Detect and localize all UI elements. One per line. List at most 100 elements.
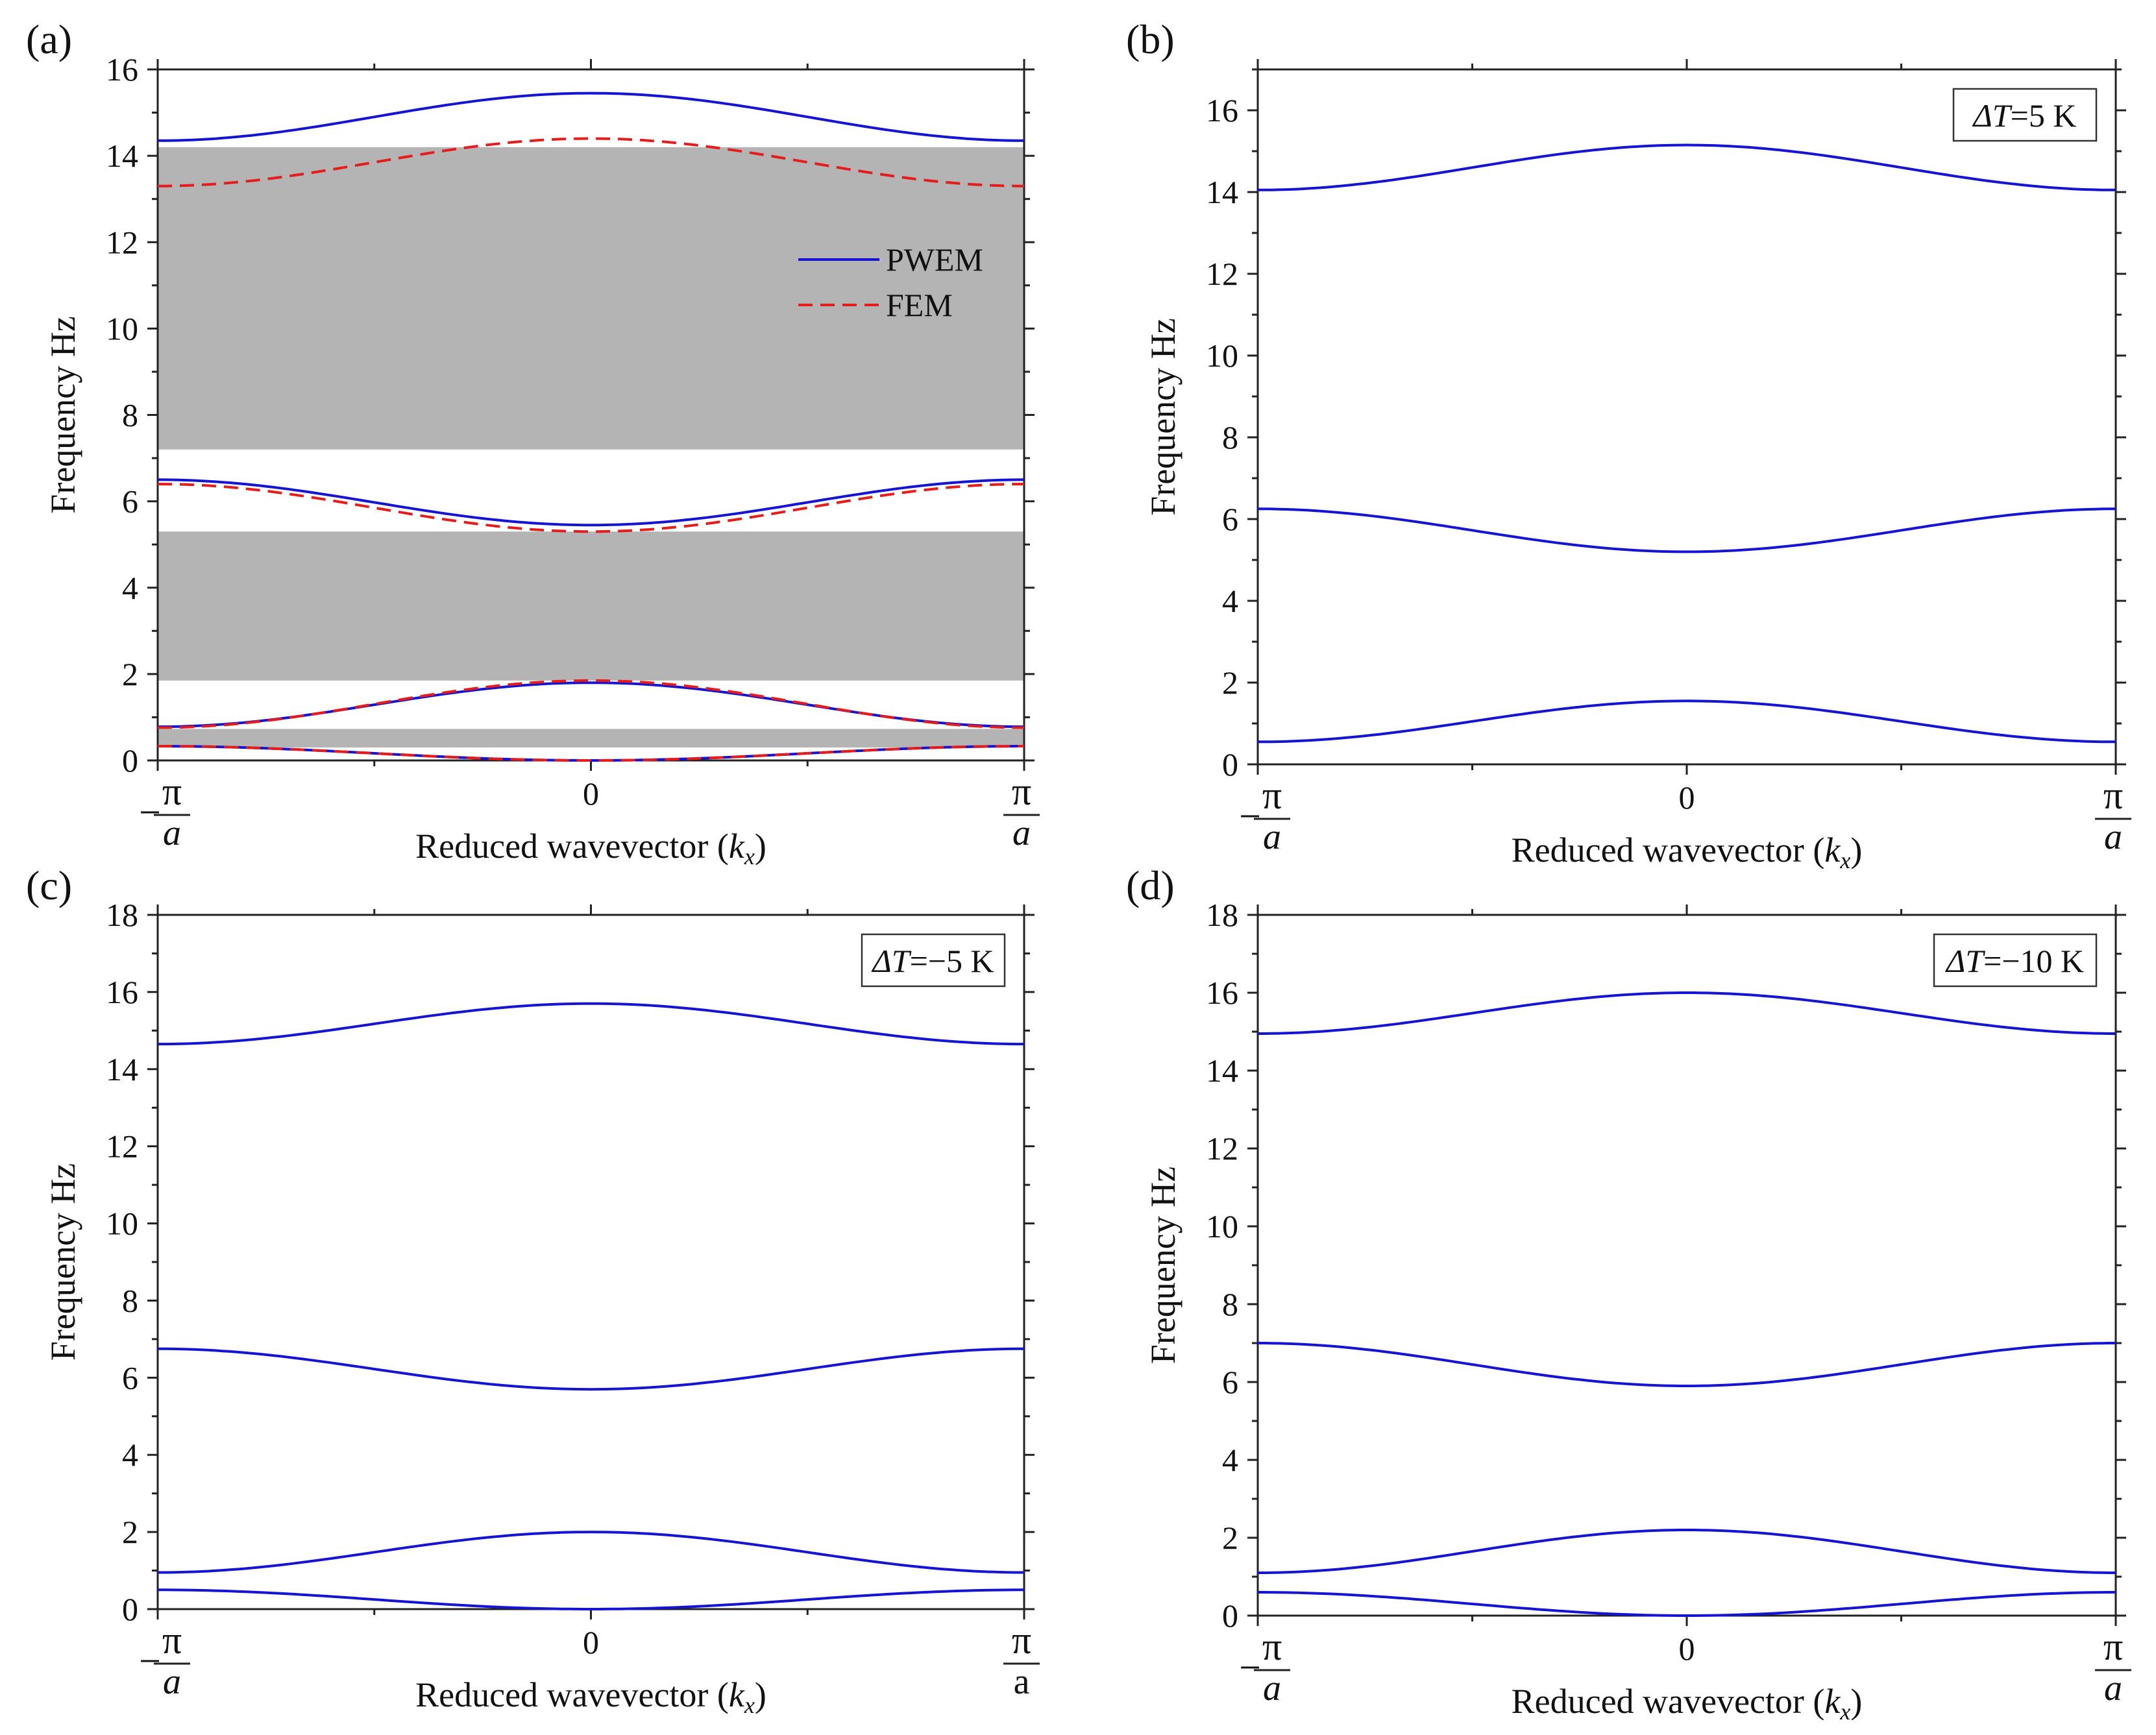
plot-frame xyxy=(1256,914,2117,1617)
annotation-prefix: ΔT xyxy=(1972,97,2013,134)
y-axis-title: Frequency Hz xyxy=(43,316,82,513)
y-tick-label: 2 xyxy=(122,1514,138,1550)
annotation-text: ΔT=−10 K xyxy=(1945,943,2084,979)
y-tick-label: 4 xyxy=(1222,1442,1238,1478)
x-axis-title-main: Reduced wavevector ( xyxy=(1512,831,1825,869)
annotation-suffix: =−10 K xyxy=(1983,943,2084,979)
y-tick-label: 8 xyxy=(122,397,138,433)
y-tick-label: 12 xyxy=(1206,1130,1238,1167)
annotation-text: ΔT=5 K xyxy=(1972,97,2077,134)
series-band-4 xyxy=(158,1002,1024,1046)
x-tick-right-numerator: π xyxy=(2103,1625,2123,1668)
fem-band-3 xyxy=(157,483,1025,533)
x-axis-title-close: ) xyxy=(1850,831,1862,869)
series-band-4 xyxy=(1258,991,2116,1035)
fem-band-4 xyxy=(158,137,1024,188)
legend-label: FEM xyxy=(886,287,953,323)
annotation-box xyxy=(861,933,1006,988)
x-tick-right-numerator: π xyxy=(2103,774,2123,817)
y-tick-label: 10 xyxy=(106,1206,138,1242)
pwem-band-4 xyxy=(158,91,1024,142)
x-tick-left-numerator: π xyxy=(1262,1625,1282,1668)
bandgap-region xyxy=(158,147,1024,450)
y-tick-label: 18 xyxy=(106,897,138,933)
y-tick-label: 8 xyxy=(1222,1286,1238,1322)
bandgap-region xyxy=(158,729,1024,748)
x-tick-left-sign: − xyxy=(1239,1646,1261,1689)
y-tick-label: 0 xyxy=(122,1591,138,1627)
x-tick-right-numerator: π xyxy=(1012,1619,1031,1662)
x-tick-right-denominator: a xyxy=(2104,817,2122,857)
fem-band-1 xyxy=(158,745,1024,762)
x-axis-title-k: k xyxy=(1824,831,1841,869)
y-tick-label: 2 xyxy=(1222,664,1238,701)
annotation-prefix: ΔT xyxy=(1945,943,1985,979)
fem-band-2 xyxy=(158,679,1024,729)
y-tick-label: 14 xyxy=(106,138,138,174)
y-tick-label: 2 xyxy=(1222,1520,1238,1556)
y-tick-label: 6 xyxy=(1222,501,1238,537)
x-axis-title: Reduced wavevector (kx) xyxy=(415,827,766,869)
y-tick-label: 14 xyxy=(1206,1052,1238,1089)
x-tick-left-sign: − xyxy=(139,1640,161,1682)
annotation-prefix: ΔT xyxy=(871,943,911,979)
x-axis-title: Reduced wavevector (kx) xyxy=(1512,1682,1863,1725)
series-band-1 xyxy=(1258,1591,2116,1617)
x-axis-title-k: k xyxy=(729,827,745,866)
x-tick-right-denominator: a xyxy=(1014,1662,1030,1702)
panel-label: (a) xyxy=(26,16,72,62)
x-tick-left-denominator: a xyxy=(163,813,181,853)
series-band-1 xyxy=(158,1588,1024,1610)
y-tick-label: 2 xyxy=(122,656,138,692)
y-tick-label: 6 xyxy=(1222,1364,1238,1400)
x-tick-left-sign: − xyxy=(1239,795,1261,838)
x-axis-title-close: ) xyxy=(755,827,766,866)
x-axis-title-sub: x xyxy=(1839,1699,1850,1725)
series-band-1 xyxy=(1258,699,2116,744)
x-axis-title-close: ) xyxy=(755,1675,766,1714)
y-tick-label: 4 xyxy=(122,1437,138,1473)
panel-label: (c) xyxy=(26,862,72,908)
y-tick-label: 6 xyxy=(122,1359,138,1396)
x-tick-left-numerator: π xyxy=(162,770,182,813)
x-axis-title-sub: x xyxy=(1839,847,1850,873)
y-tick-label: 16 xyxy=(106,974,138,1010)
panel-label: (b) xyxy=(1126,16,1175,62)
y-tick-label: 6 xyxy=(122,483,138,520)
y-tick-label: 8 xyxy=(122,1282,138,1318)
y-tick-label: 0 xyxy=(122,742,138,779)
x-tick-left-denominator: a xyxy=(1263,817,1281,857)
annotation-box xyxy=(1933,933,2098,988)
x-axis-title-sub: x xyxy=(744,843,755,869)
y-axis-title: Frequency Hz xyxy=(1144,318,1182,515)
pwem-band-3 xyxy=(157,478,1025,527)
series-band-2 xyxy=(1258,1529,2116,1574)
x-tick-mid-label: 0 xyxy=(583,1624,599,1660)
x-axis-title-main: Reduced wavevector ( xyxy=(1512,1682,1825,1721)
annotation-suffix: =−5 K xyxy=(910,943,994,979)
y-tick-label: 12 xyxy=(106,1128,138,1165)
legend-label: PWEM xyxy=(886,241,983,278)
y-tick-label: 18 xyxy=(1206,897,1238,933)
x-tick-left-denominator: a xyxy=(163,1662,181,1702)
y-tick-label: 4 xyxy=(1222,583,1238,619)
y-tick-label: 14 xyxy=(1206,174,1238,210)
series-band-3 xyxy=(1258,1342,2116,1387)
series-band-3 xyxy=(1258,143,2116,191)
y-axis-title: Frequency Hz xyxy=(43,1163,82,1361)
x-axis-title: Reduced wavevector (kx) xyxy=(1512,831,1863,873)
panel-label: (d) xyxy=(1126,862,1175,908)
plot-frame xyxy=(156,914,1025,1610)
series-band-3 xyxy=(158,1347,1024,1391)
x-axis-title: Reduced wavevector (kx) xyxy=(415,1675,766,1718)
annotation-text: ΔT=−5 K xyxy=(871,943,994,979)
x-axis-title-k: k xyxy=(1824,1682,1841,1721)
pwem-band-2 xyxy=(157,681,1025,729)
y-axis-title: Frequency Hz xyxy=(1144,1167,1182,1364)
y-tick-label: 4 xyxy=(122,570,138,606)
y-tick-label: 12 xyxy=(1206,256,1238,292)
